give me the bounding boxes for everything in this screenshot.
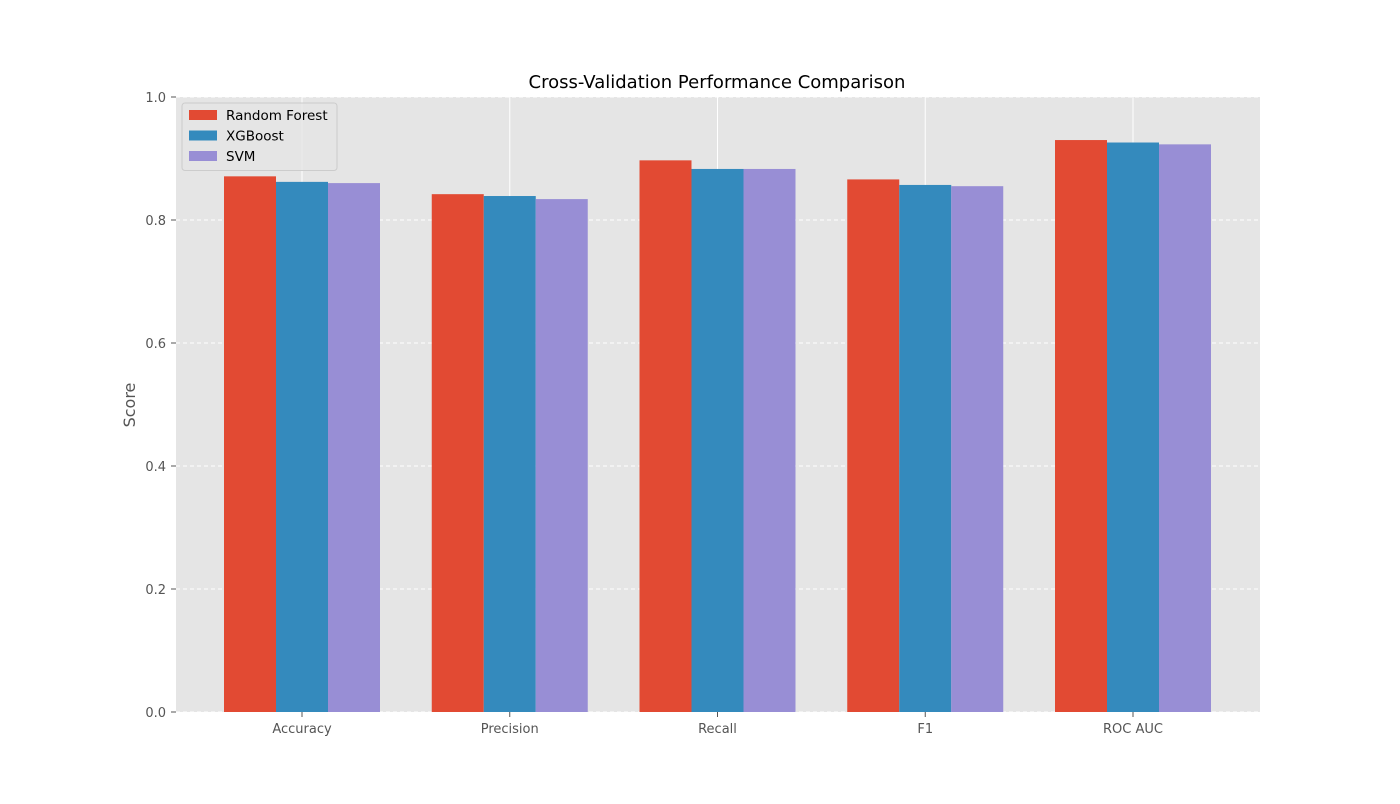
bars — [224, 140, 1211, 713]
bar-xgboost-recall — [691, 168, 744, 712]
y-tick-label: 0.6 — [145, 337, 166, 352]
x-tick-label: Accuracy — [272, 722, 332, 737]
bar-random-forest-accuracy — [224, 176, 276, 712]
x-tick-label: Recall — [698, 722, 737, 737]
legend-label: Random Forest — [226, 108, 328, 124]
bar-random-forest-recall — [639, 160, 692, 713]
y-tick-label: 0.4 — [145, 460, 166, 475]
bar-random-forest-f1 — [847, 179, 900, 712]
y-axis: 0.0 0.2 0.4 0.6 0.8 1.0 — [145, 91, 176, 721]
x-tick-label: Precision — [481, 722, 539, 737]
bar-svm-precision — [535, 199, 588, 713]
bar-svm-recall — [743, 168, 796, 712]
x-tick-label: ROC AUC — [1103, 722, 1163, 737]
bar-random-forest-roc-auc — [1055, 140, 1107, 713]
legend-label: SVM — [226, 149, 255, 165]
y-tick-label: 1.0 — [145, 91, 166, 106]
legend-frame — [181, 102, 338, 171]
legend-label: XGBoost — [226, 129, 284, 145]
legend-swatch — [189, 110, 217, 120]
y-tick-label: 0.8 — [145, 214, 166, 229]
bar-random-forest-precision — [431, 194, 484, 713]
chart-title: Cross-Validation Performance Comparison — [529, 72, 906, 93]
bar-xgboost-precision — [483, 196, 536, 712]
bar-xgboost-roc-auc — [1107, 142, 1159, 712]
bar-svm-accuracy — [328, 183, 380, 713]
bar-svm-f1 — [951, 186, 1004, 713]
legend-swatch — [189, 151, 217, 161]
bar-svm-roc-auc — [1159, 144, 1211, 713]
x-tick-label: F1 — [917, 722, 933, 737]
y-tick-label: 0.0 — [145, 706, 166, 721]
legend: Random Forest XGBoost SVM — [181, 102, 338, 171]
x-axis: Accuracy Precision Recall F1 ROC AUC — [272, 712, 1163, 737]
legend-swatch — [189, 130, 217, 141]
y-tick-label: 0.2 — [145, 583, 166, 598]
bar-xgboost-accuracy — [276, 181, 328, 712]
y-axis-label: Score — [120, 383, 139, 428]
bar-xgboost-f1 — [899, 184, 952, 712]
